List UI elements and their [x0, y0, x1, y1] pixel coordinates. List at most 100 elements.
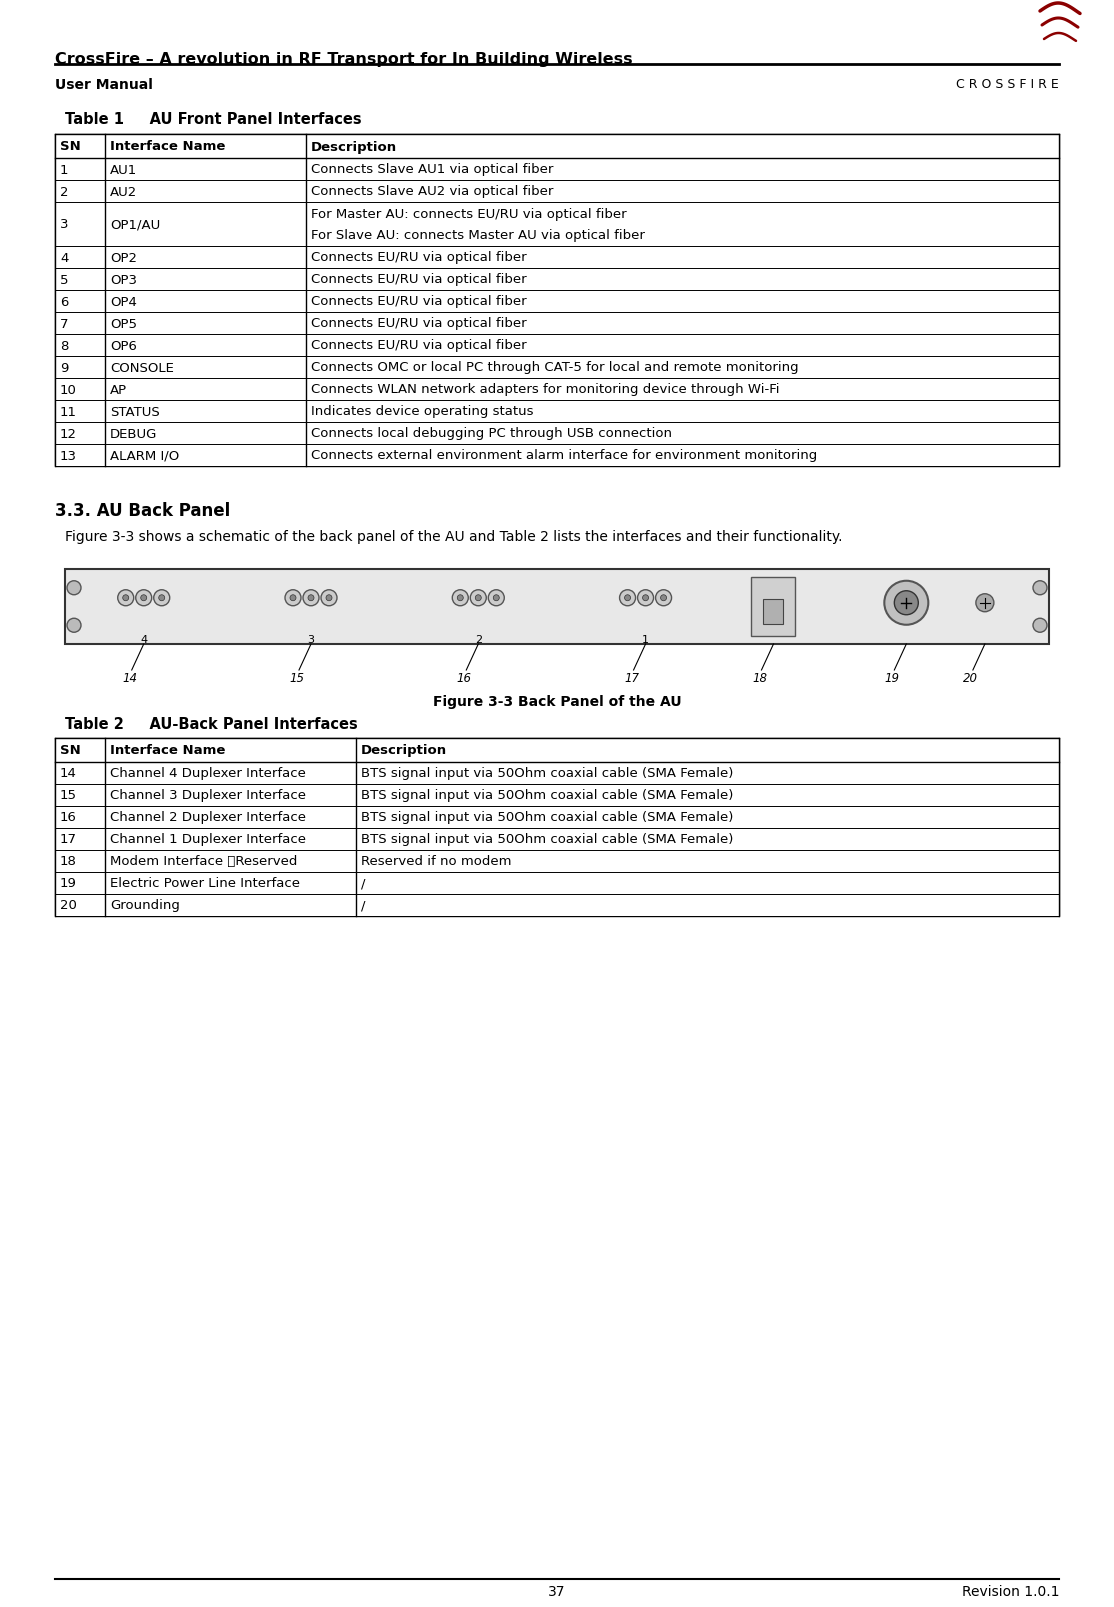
- Text: SN: SN: [60, 744, 80, 757]
- Bar: [752, 577, 795, 636]
- Bar: [55, 135, 1059, 466]
- Circle shape: [307, 595, 314, 601]
- Text: AU1: AU1: [110, 164, 137, 177]
- Text: 11: 11: [60, 405, 77, 418]
- Circle shape: [494, 595, 499, 601]
- Text: Channel 1 Duplexer Interface: Channel 1 Duplexer Interface: [110, 832, 306, 845]
- Text: BTS signal input via 50Ohm coaxial cable (SMA Female): BTS signal input via 50Ohm coaxial cable…: [361, 812, 734, 824]
- Text: 17: 17: [60, 832, 77, 845]
- Circle shape: [326, 595, 332, 601]
- Text: 19: 19: [885, 672, 900, 685]
- Circle shape: [285, 590, 301, 606]
- Text: 4: 4: [60, 251, 68, 264]
- Bar: [55, 739, 1059, 916]
- Text: 1: 1: [60, 164, 68, 177]
- Circle shape: [136, 590, 152, 606]
- Circle shape: [885, 582, 928, 625]
- Circle shape: [976, 595, 994, 612]
- Circle shape: [67, 619, 81, 633]
- Bar: [55, 334, 1059, 357]
- Text: 13: 13: [60, 450, 77, 463]
- Text: CrossFire – A revolution in RF Transport for In Building Wireless: CrossFire – A revolution in RF Transport…: [55, 51, 633, 67]
- Text: User Manual: User Manual: [55, 79, 153, 92]
- Circle shape: [321, 590, 338, 606]
- Circle shape: [140, 595, 147, 601]
- Bar: [55, 182, 1059, 202]
- Text: BTS signal input via 50Ohm coaxial cable (SMA Female): BTS signal input via 50Ohm coaxial cable…: [361, 767, 734, 779]
- Text: AU2: AU2: [110, 185, 137, 198]
- Bar: [55, 423, 1059, 445]
- Text: /: /: [361, 898, 365, 911]
- Text: CONSOLE: CONSOLE: [110, 362, 174, 374]
- Bar: [55, 291, 1059, 313]
- Text: Channel 2 Duplexer Interface: Channel 2 Duplexer Interface: [110, 812, 306, 824]
- Text: Connects EU/RU via optical fiber: Connects EU/RU via optical fiber: [311, 251, 527, 264]
- Circle shape: [154, 590, 169, 606]
- Circle shape: [470, 590, 487, 606]
- Text: BTS signal input via 50Ohm coaxial cable (SMA Female): BTS signal input via 50Ohm coaxial cable…: [361, 832, 734, 845]
- Bar: [55, 357, 1059, 379]
- Text: 15: 15: [290, 672, 304, 685]
- Bar: [55, 379, 1059, 400]
- Circle shape: [67, 582, 81, 595]
- Text: 8: 8: [60, 339, 68, 352]
- Text: 2: 2: [475, 635, 482, 644]
- Circle shape: [303, 590, 319, 606]
- Text: 15: 15: [60, 789, 77, 802]
- Text: 5: 5: [60, 273, 68, 286]
- Text: 7: 7: [60, 317, 68, 331]
- Circle shape: [1033, 582, 1047, 595]
- Text: Connects local debugging PC through USB connection: Connects local debugging PC through USB …: [311, 427, 672, 440]
- Text: Channel 4 Duplexer Interface: Channel 4 Duplexer Interface: [110, 767, 306, 779]
- Text: Connects Slave AU2 via optical fiber: Connects Slave AU2 via optical fiber: [311, 185, 554, 198]
- Text: Grounding: Grounding: [110, 898, 180, 911]
- Text: 20: 20: [964, 672, 978, 685]
- Text: Connects external environment alarm interface for environment monitoring: Connects external environment alarm inte…: [311, 450, 818, 463]
- Text: Table 2     AU-Back Panel Interfaces: Table 2 AU-Back Panel Interfaces: [65, 717, 358, 731]
- Text: 16: 16: [457, 672, 472, 685]
- Text: 6: 6: [60, 296, 68, 309]
- Bar: [55, 873, 1059, 895]
- Bar: [55, 202, 1059, 247]
- Text: OP6: OP6: [110, 339, 137, 352]
- Bar: [65, 569, 1049, 644]
- Circle shape: [655, 590, 672, 606]
- Text: 12: 12: [60, 427, 77, 440]
- Bar: [55, 159, 1059, 182]
- Text: Connects WLAN network adapters for monitoring device through Wi-Fi: Connects WLAN network adapters for monit…: [311, 382, 780, 397]
- Text: BTS signal input via 50Ohm coaxial cable (SMA Female): BTS signal input via 50Ohm coaxial cable…: [361, 789, 734, 802]
- Text: 17: 17: [624, 672, 639, 685]
- Text: Connects OMC or local PC through CAT-5 for local and remote monitoring: Connects OMC or local PC through CAT-5 f…: [311, 362, 799, 374]
- Text: OP3: OP3: [110, 273, 137, 286]
- Text: Revision 1.0.1: Revision 1.0.1: [961, 1585, 1059, 1597]
- Bar: [55, 739, 1059, 763]
- Text: 18: 18: [752, 672, 766, 685]
- Text: Description: Description: [311, 140, 397, 153]
- Bar: [763, 599, 783, 625]
- Text: AP: AP: [110, 382, 127, 397]
- Text: 14: 14: [60, 767, 77, 779]
- Circle shape: [118, 590, 134, 606]
- Text: 3.3. AU Back Panel: 3.3. AU Back Panel: [55, 501, 231, 519]
- Bar: [55, 247, 1059, 268]
- Text: Electric Power Line Interface: Electric Power Line Interface: [110, 877, 300, 890]
- Text: Connects EU/RU via optical fiber: Connects EU/RU via optical fiber: [311, 296, 527, 309]
- Circle shape: [457, 595, 463, 601]
- Bar: [55, 895, 1059, 916]
- Text: For Master AU: connects EU/RU via optical fiber: For Master AU: connects EU/RU via optica…: [311, 209, 626, 222]
- Circle shape: [643, 595, 648, 601]
- Text: C R O S S F I R E: C R O S S F I R E: [956, 79, 1059, 92]
- Text: Table 1     AU Front Panel Interfaces: Table 1 AU Front Panel Interfaces: [65, 112, 362, 127]
- Circle shape: [625, 595, 631, 601]
- Circle shape: [1033, 619, 1047, 633]
- Circle shape: [637, 590, 654, 606]
- Text: OP1/AU: OP1/AU: [110, 219, 160, 231]
- Bar: [55, 445, 1059, 466]
- Text: 19: 19: [60, 877, 77, 890]
- Text: 20: 20: [60, 898, 77, 911]
- Text: DEBUG: DEBUG: [110, 427, 157, 440]
- Circle shape: [895, 591, 918, 615]
- Text: Interface Name: Interface Name: [110, 744, 225, 757]
- Bar: [55, 135, 1059, 159]
- Text: Connects EU/RU via optical fiber: Connects EU/RU via optical fiber: [311, 339, 527, 352]
